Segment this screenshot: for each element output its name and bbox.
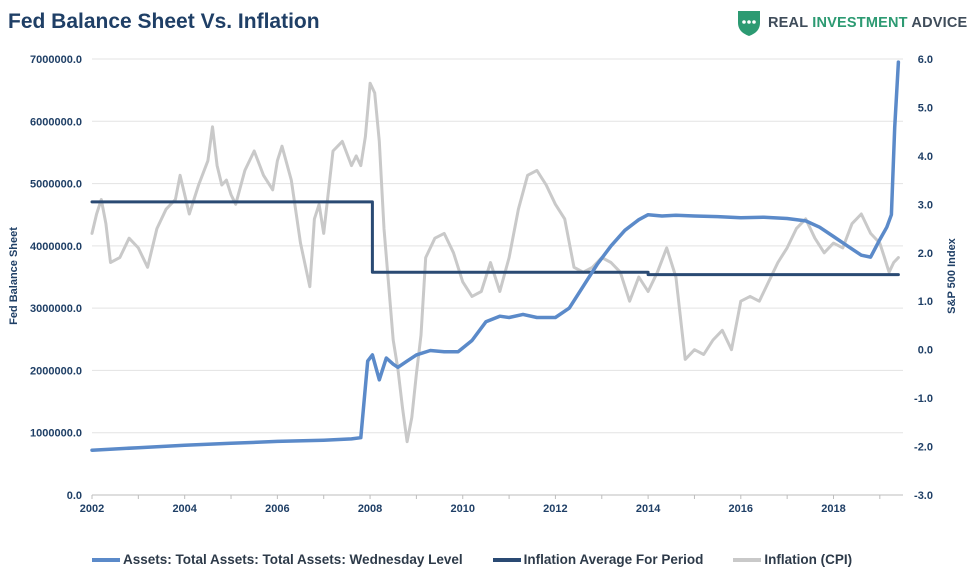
legend-swatch-cpi [733,557,762,562]
brand-prefix: REAL [768,15,813,31]
y2-tick-label: 0.0 [918,345,933,357]
y2-tick-label: 3.0 [918,199,933,211]
y-tick-label: 0.0 [67,490,82,502]
y-tick-label: 4000000.0 [30,241,82,253]
y2-axis-title: S&P 500 Index [946,237,958,313]
y2-tick-label: 6.0 [918,54,933,66]
y2-tick-label: -2.0 [914,442,933,454]
legend-item-assets: Assets: Total Assets: Total Assets: Wedn… [92,552,463,567]
series-line-cpi [90,81,900,444]
y2-tick-label: 1.0 [918,296,933,308]
y2-tick-label: 4.0 [918,151,933,163]
x-tick-label: 2018 [821,503,845,515]
page-title: Fed Balance Sheet Vs. Inflation [8,10,320,33]
legend-swatch-inflation-average [492,557,521,562]
axis-labels: Fed Balance Sheet S&P 500 Index [8,227,958,325]
legend-label-assets: Assets: Total Assets: Total Assets: Wedn… [123,552,463,567]
shield-dots-icon [738,11,760,36]
y-tick-label: 6000000.0 [30,116,82,128]
series-line-assets [90,60,901,452]
x-tick-label: 2004 [172,503,197,515]
y-tick-label: 3000000.0 [30,303,82,315]
y-tick-label: 7000000.0 [30,54,82,66]
y-axis-title: Fed Balance Sheet [8,227,20,325]
legend-item-inflation-average: Inflation Average For Period [492,552,704,567]
chart-legend: Assets: Total Assets: Total Assets: Wedn… [92,552,882,567]
brand-suffix: ADVICE [907,15,968,31]
x-tick-label: 2010 [451,503,475,515]
series-line-inflation-average [90,200,900,277]
legend-item-cpi: Inflation (CPI) [733,552,852,567]
brand-accent: INVESTMENT [812,15,908,31]
legend-label-cpi: Inflation (CPI) [764,552,853,567]
grid-lines [92,58,903,434]
x-tick-label: 2002 [80,503,104,515]
y2-tick-label: 5.0 [918,102,933,114]
brand-name: REAL INVESTMENT ADVICE [768,15,967,31]
y-tick-label: 1000000.0 [30,428,82,440]
x-tick-label: 2016 [729,503,753,515]
chart-axes: 0.0 1000000.0 2000000.0 3000000.0 4000000.0 5… [30,54,933,515]
x-tick-label: 2008 [358,503,382,515]
x-tick-label: 2014 [636,503,661,515]
y2-tick-label: -3.0 [914,490,933,502]
y2-tick-label: -1.0 [914,393,933,405]
brand-logo: REAL INVESTMENT ADVICE [736,8,967,38]
y2-tick-label: 2.0 [918,248,933,260]
y-tick-label: 2000000.0 [30,365,82,377]
x-tick-label: 2006 [265,503,289,515]
legend-label-inflation-average: Inflation Average For Period [523,552,704,567]
series-layer [90,60,901,452]
y-tick-label: 5000000.0 [30,179,82,191]
legend-swatch-assets [92,557,120,562]
x-tick-label: 2012 [543,503,567,515]
